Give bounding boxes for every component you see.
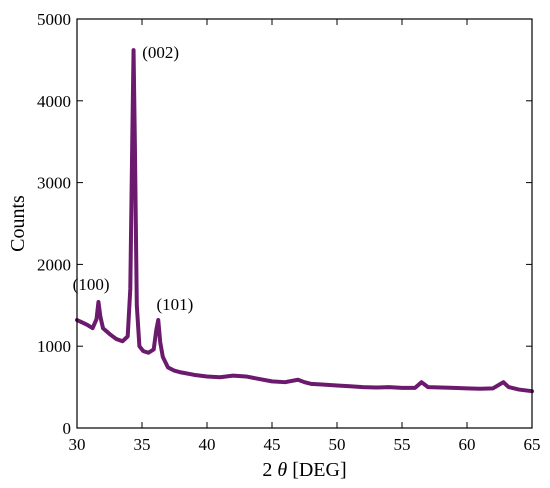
x-tick-label: 45 [264,435,281,454]
plot-frame [76,18,533,429]
x-axis-title-symbol: θ [277,459,287,481]
x-tick-label: 60 [459,435,476,454]
x-tick-label: 65 [524,435,541,454]
y-tick-label: 5000 [37,10,71,29]
x-axis-title-prefix: 2 [262,459,277,481]
y-tick-label: 3000 [37,174,71,193]
y-tick-label: 4000 [37,92,71,111]
y-tick-label: 0 [63,419,72,438]
y-tick-label: 2000 [37,255,71,274]
peak-label: (101) [156,295,193,314]
peak-label: (100) [73,275,110,294]
x-axis-ticks: 30 35 40 45 50 55 60 65 [69,19,541,454]
x-tick-label: 40 [199,435,216,454]
x-tick-label: 50 [329,435,346,454]
y-axis-ticks: 0 1000 2000 3000 4000 5000 [37,10,532,438]
x-tick-label: 55 [394,435,411,454]
x-axis-title-suffix: [DEG] [287,459,346,481]
y-tick-label: 1000 [37,337,71,356]
x-tick-label: 35 [134,435,151,454]
plot-lines [75,48,534,394]
x-tick-label: 30 [69,435,86,454]
peak-annotations: (100) (002) (101) [73,43,194,314]
peak-label: (002) [142,43,179,62]
y-axis-title: Counts [7,195,29,252]
xrd-series-line [75,48,534,394]
x-axis-title: 2 θ [DEG] [262,459,346,481]
